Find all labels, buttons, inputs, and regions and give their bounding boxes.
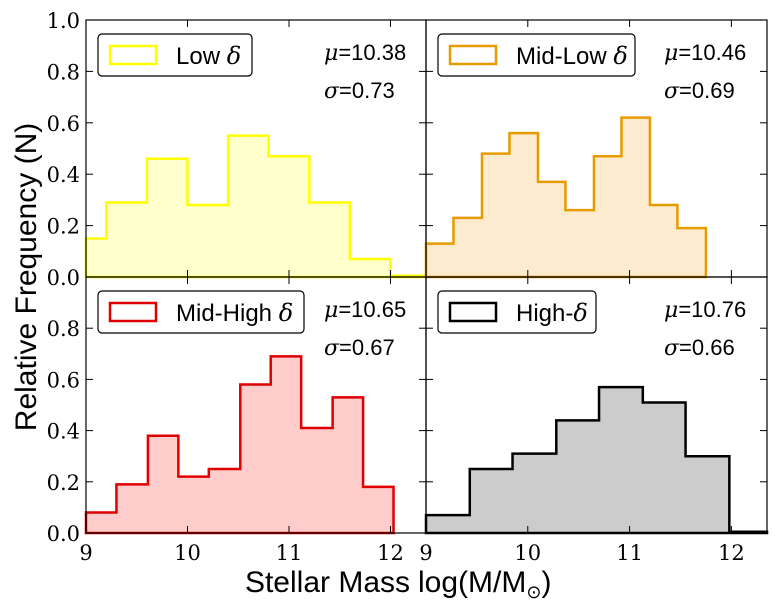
legend-box-mid-high [97,290,305,334]
y-tick-label: 0.0 [47,522,80,546]
legend-label-delta: δ [613,42,627,70]
legend-box-high [437,290,597,334]
y-tick-label: 0.0 [47,266,80,290]
y-tick-label: 0.8 [47,60,80,84]
mu-annotation-low: μ=10.38 [324,40,406,66]
y-tick-label: 0.4 [47,420,80,444]
legend-label-text: High- [516,300,573,327]
x-axis-label: Stellar Mass [245,566,410,599]
legend-label-mid-low: Mid-Low δ [516,42,628,70]
x-tick-label: 11 [276,541,303,565]
legend-box-low [97,33,253,77]
legend-label-mid-high: Mid-High δ [176,299,293,327]
y-axis-label: Relative Frequency (N) [10,123,43,431]
y-tick-label: 0.2 [47,471,80,495]
y-tick-label: 0.8 [47,317,80,341]
panel-high: 9 10 11 12 High-δ μ=10.76 σ=0.66 [419,276,769,565]
legend-label-delta: δ [227,42,241,70]
x-tick-label: 12 [377,541,404,565]
legend-label-text: Low [176,43,227,70]
legend-swatch-mid-low [448,44,498,66]
y-tick-label: 0.4 [47,163,80,187]
x-tick-label: 10 [174,541,201,565]
panel-mid-low: Mid-Low δ μ=10.46 σ=0.69 [424,19,768,279]
legend-box-mid-low [437,33,636,77]
legend-label-text: Mid-High [176,300,279,327]
histogram-mid-high [84,355,395,535]
panels-group: 0.0 0.2 0.4 0.6 0.8 1.0 Low δ μ=10.38 σ=0.73 Mid-… [47,9,769,565]
sigma-annotation-low: σ=0.73 [324,78,395,104]
legend-label-low: Low δ [176,42,241,70]
x-tick-label: 12 [718,541,745,565]
x-tick-label: 11 [616,541,643,565]
x-tick-label: 9 [419,541,432,565]
legend-label-text: Mid-Low [516,43,613,70]
x-tick-label: 10 [514,541,541,565]
y-tick-label: 1.0 [47,9,80,33]
legend-swatch-mid-high [108,301,158,323]
histogram-high [424,385,769,535]
legend-swatch-low [108,44,158,66]
x-tick-label: 9 [79,541,92,565]
histogram-low [84,134,428,279]
legend-swatch-high [448,301,498,323]
y-tick-label: 0.6 [47,112,80,136]
y-tick-label: 0.6 [47,368,80,392]
x-axis-label-math: log(M/M⊙) [418,566,551,602]
legend-label-high: High-δ [516,299,588,327]
sigma-annotation-high: σ=0.66 [664,335,735,361]
panel-low: 0.0 0.2 0.4 0.6 0.8 1.0 Low δ μ=10.38 σ=0.73 [47,9,428,290]
panel-frame-high [425,276,768,534]
sigma-annotation-mid-low: σ=0.69 [664,78,735,104]
mu-annotation-mid-high: μ=10.65 [324,297,406,323]
mu-annotation-high: μ=10.76 [664,297,746,323]
y-tick-label: 0.2 [47,215,80,239]
panel-mid-high: 0.0 0.2 0.4 0.6 0.8 9 10 11 12 Mid-High δ μ=10.65 σ… [47,276,427,565]
legend-label-delta: δ [279,299,293,327]
mu-annotation-mid-low: μ=10.46 [664,40,746,66]
histogram-mid-low [424,116,708,279]
sigma-annotation-mid-high: σ=0.67 [324,335,395,361]
legend-label-delta: δ [573,299,587,327]
